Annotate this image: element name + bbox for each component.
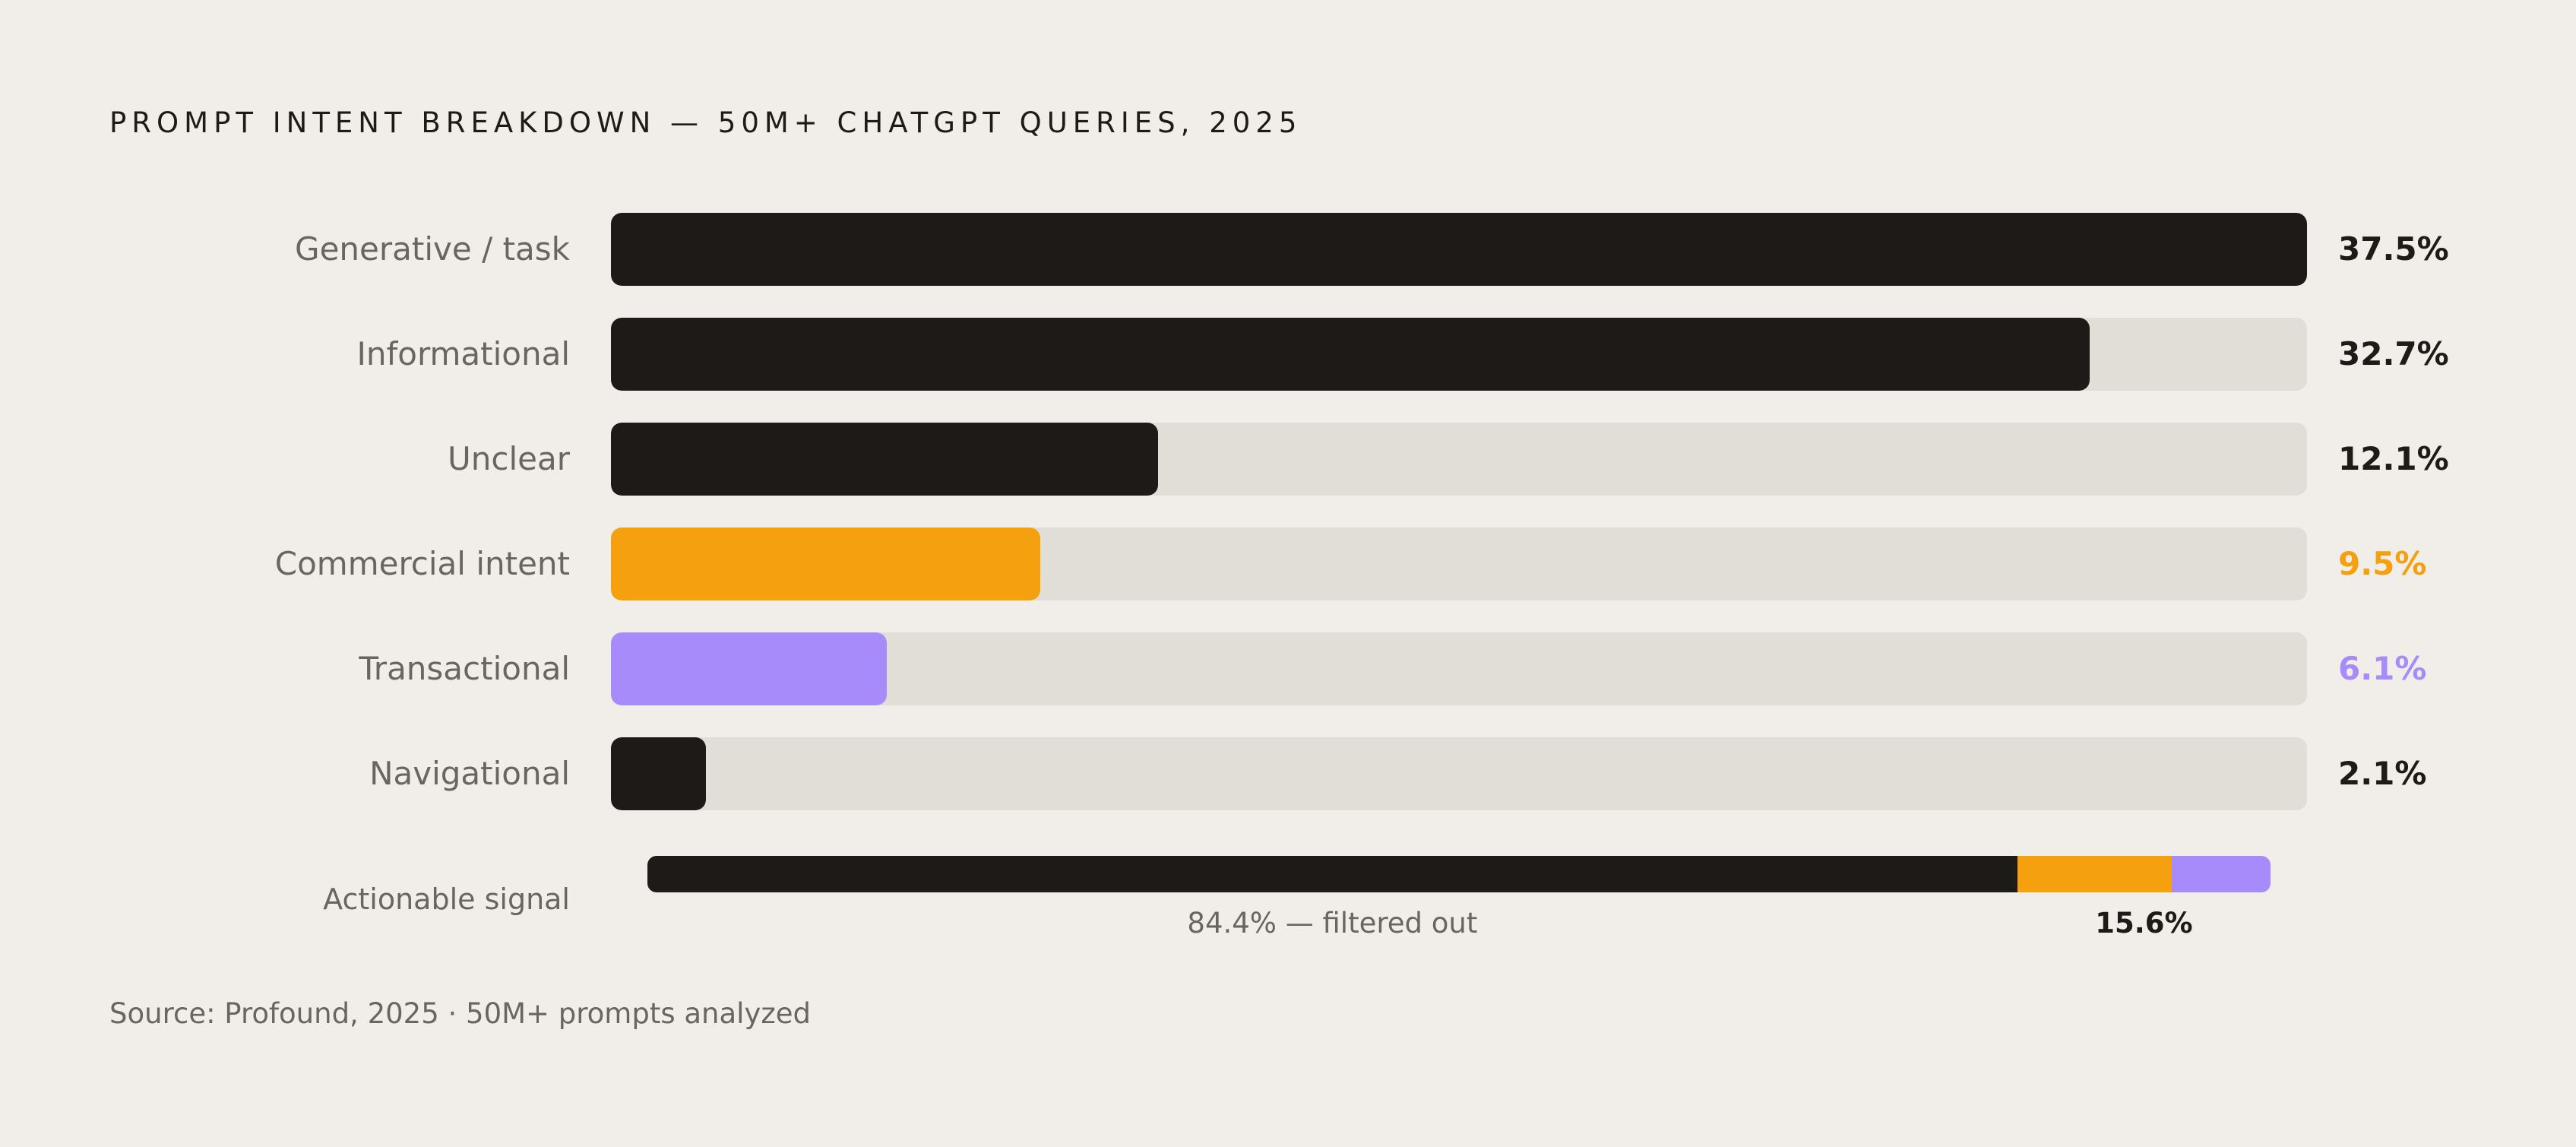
bar-track [611, 737, 2307, 810]
bar-value-label: 12.1% [2338, 440, 2449, 477]
bar-value-label: 37.5% [2338, 230, 2449, 268]
bar-label: Navigational [369, 755, 570, 792]
bar-value-label: 9.5% [2338, 545, 2427, 582]
bar-value-label: 6.1% [2338, 650, 2427, 687]
bar-track [611, 213, 2307, 286]
bar-fill [611, 423, 1159, 496]
bar-label: Generative / task [295, 230, 570, 268]
chart-title: PROMPT INTENT BREAKDOWN — 50M+ CHATGPT Q… [109, 106, 1302, 139]
bar-fill [611, 213, 2307, 286]
signal-label: Actionable signal [323, 882, 570, 916]
bar-row: Generative / task 37.5% [0, 213, 2576, 286]
filtered-caption: 84.4% — filtered out [1187, 907, 1478, 939]
bar-row: Commercial intent 9.5% [0, 528, 2576, 600]
signal-segment [2017, 856, 2172, 892]
bar-value-label: 2.1% [2338, 755, 2427, 792]
bar-track [611, 528, 2307, 600]
bar-row: Informational 32.7% [0, 318, 2576, 391]
signal-segment [647, 856, 2017, 892]
bar-track [611, 632, 2307, 705]
bar-track [611, 318, 2307, 391]
bar-fill [611, 528, 1041, 600]
bar-label: Unclear [448, 440, 570, 477]
bar-value-label: 32.7% [2338, 335, 2449, 372]
bar-fill [611, 632, 888, 705]
bar-fill [611, 318, 2090, 391]
bar-label: Commercial intent [274, 545, 570, 582]
bar-track [611, 423, 2307, 496]
bar-row: Transactional 6.1% [0, 632, 2576, 705]
actionable-caption: 15.6% [2095, 907, 2193, 939]
bar-label: Informational [356, 335, 570, 372]
bar-fill [611, 737, 706, 810]
source-note: Source: Profound, 2025 · 50M+ prompts an… [109, 997, 812, 1030]
signal-stacked-bar [647, 856, 2271, 892]
signal-segment [2171, 856, 2271, 892]
bar-label: Transactional [359, 650, 570, 687]
bar-row: Navigational 2.1% [0, 737, 2576, 810]
bar-row: Unclear 12.1% [0, 423, 2576, 496]
